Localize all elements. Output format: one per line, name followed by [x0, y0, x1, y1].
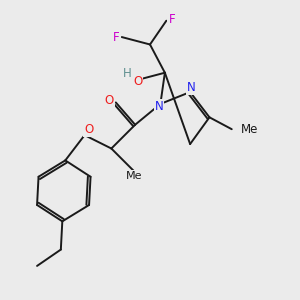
Text: F: F — [113, 31, 120, 44]
Text: H: H — [123, 67, 131, 80]
Text: O: O — [84, 123, 94, 136]
Text: Me: Me — [241, 123, 259, 136]
Text: Me: Me — [125, 171, 142, 181]
Text: N: N — [154, 100, 163, 113]
Text: O: O — [133, 75, 142, 88]
Text: F: F — [168, 13, 175, 26]
Text: O: O — [105, 94, 114, 107]
Text: N: N — [187, 81, 196, 94]
